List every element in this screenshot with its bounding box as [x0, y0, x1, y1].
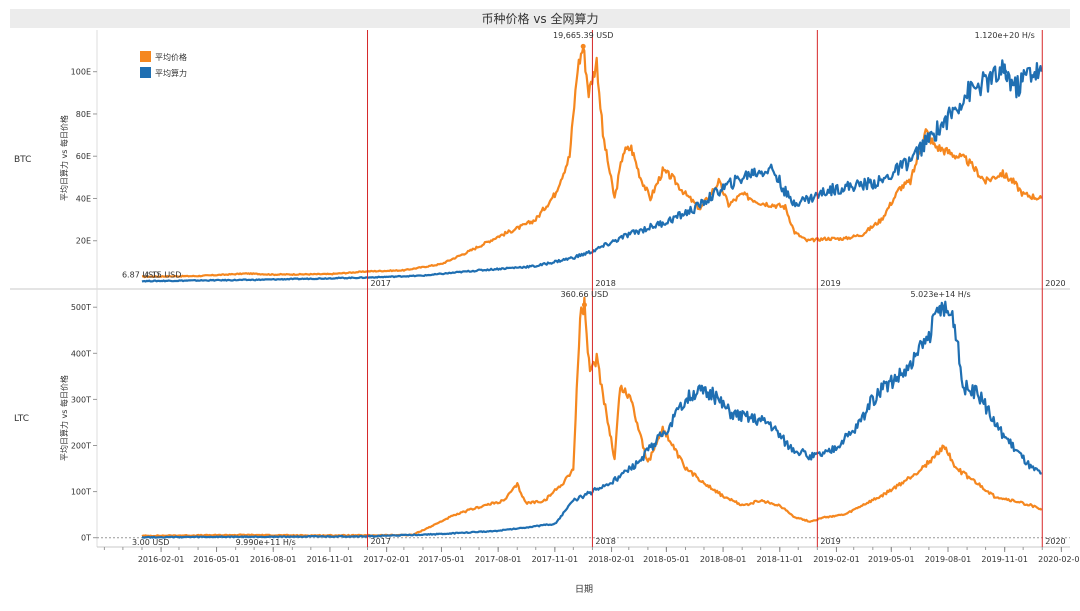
x-tick-label: 2019-05-01	[868, 555, 915, 564]
year-marker-label-bottom-2018: 2018	[595, 537, 615, 546]
y-tick-label: 500T	[71, 303, 91, 312]
price-max-label: 19,665.39 USD	[553, 31, 613, 40]
y-tick-label: 200T	[71, 442, 91, 451]
price-max-point	[581, 302, 587, 308]
legend: 平均价格 平均算力	[140, 51, 187, 78]
axis-layer: 20E 40E 60E 80E 100E 0T 100T 200T 300T 400T 500T 20…	[71, 68, 1080, 564]
x-tick-label: 2016-02-01	[138, 555, 185, 564]
x-tick-label: 2017-05-01	[418, 555, 465, 564]
x-tick-label: 2016-08-01	[250, 555, 297, 564]
x-tick-label: 2017-02-01	[363, 555, 410, 564]
price-max-point	[580, 43, 586, 49]
year-marker-layer: 2017 2017 2018 2018 2019 2019 2020 2020	[367, 30, 1066, 547]
price-min-label: 3.00 USD	[132, 538, 169, 547]
y-tick-label: 100T	[71, 488, 91, 497]
y-tick-label: 300T	[71, 395, 91, 404]
hash-max-label: 5.023e+14 H/s	[911, 290, 971, 299]
x-tick-label: 2016-05-01	[193, 555, 240, 564]
x-tick-label: 2017-11-01	[532, 555, 579, 564]
x-tick-label: 2019-08-01	[925, 555, 972, 564]
y-tick-label: 80E	[76, 110, 91, 119]
row-label-btc: BTC	[14, 155, 31, 165]
year-marker-label-top-2018: 2018	[595, 279, 615, 288]
x-axis-title: 日期	[575, 584, 593, 595]
hash-line-ltc	[142, 300, 1042, 539]
y-tick-label: 100E	[71, 68, 91, 77]
hash-line-btc	[141, 59, 1043, 283]
price-min-label: 6.87 USD	[122, 271, 159, 280]
hash-max-point	[1002, 69, 1008, 75]
year-marker-label-bottom-2019: 2019	[820, 537, 840, 546]
y-axis-title-ltc: 平均日算力 vs 每日价格	[59, 375, 69, 461]
chart-title: 币种价格 vs 全网算力	[482, 11, 599, 26]
year-marker-label-top-2017: 2017	[371, 279, 391, 288]
y-tick-label: 0T	[81, 534, 91, 543]
y-tick-label: 40E	[76, 194, 91, 203]
y-axis-title-btc: 平均日算力 vs 每日价格	[59, 115, 69, 201]
x-tick-label: 2019-02-01	[813, 555, 860, 564]
hash-min-label: 4.15 USD	[144, 271, 181, 280]
y-tick-label: 20E	[76, 237, 91, 246]
legend-label-hash: 平均算力	[155, 68, 187, 78]
x-tick-label: 2018-11-01	[757, 555, 804, 564]
hash-min-label: 9.990e+11 H/s	[236, 538, 296, 547]
series-layer	[141, 46, 1043, 539]
x-tick-label: 2018-08-01	[700, 555, 747, 564]
title-bar	[10, 9, 1070, 28]
year-marker-label-top-2020: 2020	[1045, 279, 1065, 288]
x-tick-label: 2018-05-01	[643, 555, 690, 564]
x-tick-label: 2018-02-01	[588, 555, 635, 564]
y-tick-label: 400T	[71, 349, 91, 358]
legend-swatch-price	[140, 51, 151, 62]
price-max-label: 360.66 USD	[561, 290, 609, 299]
x-tick-label: 2016-11-01	[307, 555, 354, 564]
price-line-btc	[141, 46, 1043, 279]
year-marker-label-bottom-2017: 2017	[371, 537, 391, 546]
x-tick-label: 2020-02-01	[1038, 555, 1080, 564]
hash-max-point	[938, 304, 944, 310]
year-marker-label-bottom-2020: 2020	[1045, 537, 1065, 546]
price-line-ltc	[141, 296, 1043, 538]
row-label-ltc: LTC	[14, 414, 29, 424]
legend-swatch-hash	[140, 67, 151, 78]
year-marker-label-top-2019: 2019	[820, 279, 840, 288]
x-tick-label: 2017-08-01	[475, 555, 522, 564]
x-tick-label: 2019-11-01	[981, 555, 1028, 564]
legend-label-price: 平均价格	[155, 52, 187, 62]
y-tick-label: 60E	[76, 152, 91, 161]
hash-max-label: 1.120e+20 H/s	[975, 31, 1035, 40]
